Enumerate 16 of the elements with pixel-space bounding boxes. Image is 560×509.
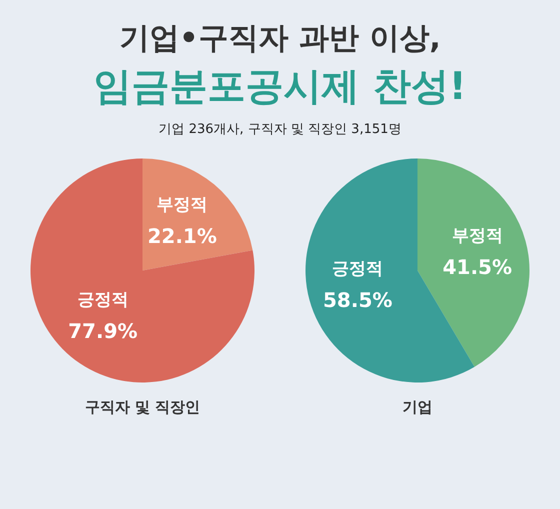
- chart-subtitle: 임금분포공시제 찬성!: [92, 63, 468, 110]
- text: 구직자 및 직장인: [84, 398, 200, 416]
- pie-slice: [142, 158, 253, 270]
- slice-label: 부정적: [156, 194, 208, 215]
- slice-label: 긍정적: [77, 290, 128, 310]
- pie-slice: [30, 158, 254, 382]
- slice-label: 부정적: [452, 226, 503, 246]
- slice-label: 긍정적: [332, 258, 384, 279]
- data-label: 22.1%: [147, 224, 217, 248]
- text: 기업 236개사, 구직자 및 직장인 3,151명: [158, 121, 402, 138]
- data-label: 58.5%: [323, 288, 392, 312]
- chart-title: 기업•구직자 과반 이상,: [118, 20, 442, 58]
- data-label: 41.5%: [442, 255, 512, 280]
- pie-slice: [418, 158, 530, 367]
- data-label: 77.9%: [68, 319, 138, 344]
- text: 기업: [402, 398, 432, 416]
